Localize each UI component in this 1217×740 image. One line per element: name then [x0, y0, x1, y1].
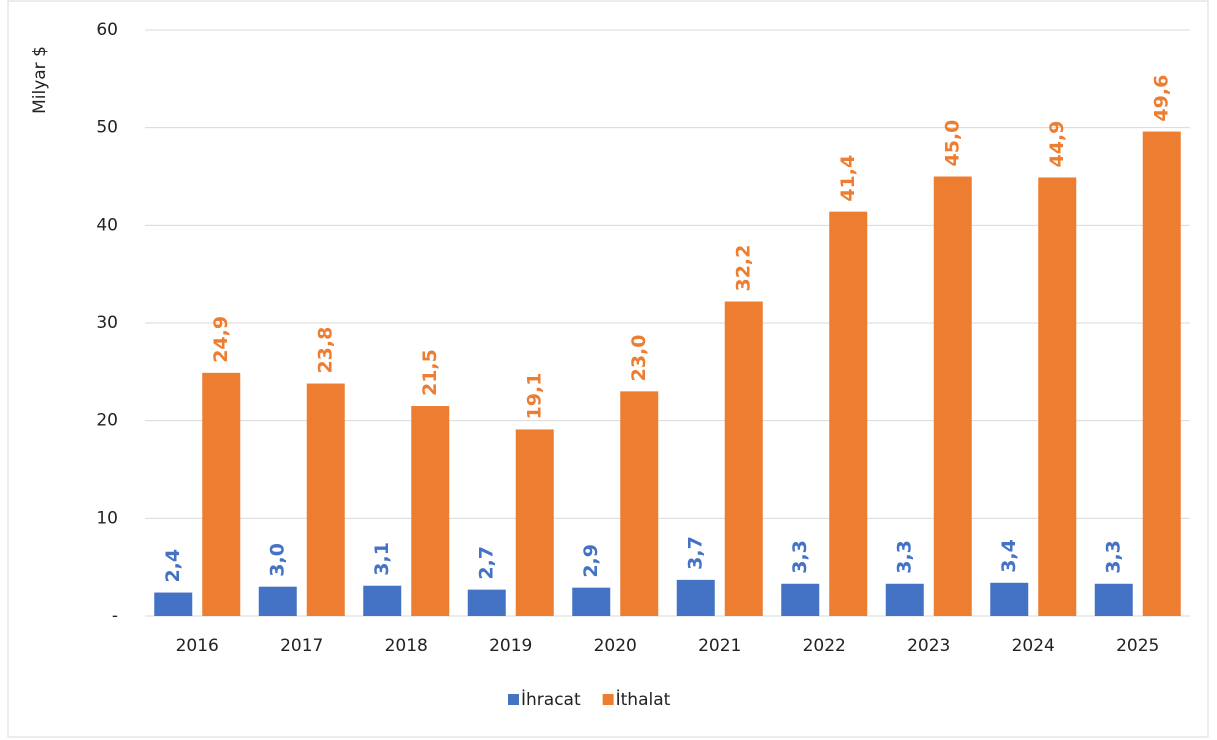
bar [572, 587, 611, 616]
bar [829, 211, 868, 616]
legend-swatch [602, 694, 614, 705]
legend-swatch [508, 694, 519, 705]
data-label: 24,9 [210, 316, 232, 363]
x-tick-label: 2023 [907, 636, 950, 656]
y-tick-label: 20 [96, 411, 118, 431]
bar [1142, 131, 1181, 616]
y-tick-label: 60 [96, 20, 118, 40]
data-label: 41,4 [837, 155, 859, 202]
y-axis-label: Milyar $ [30, 46, 50, 114]
data-label: 3,3 [893, 540, 915, 574]
data-label: 45,0 [941, 120, 963, 167]
data-label: 44,9 [1046, 121, 1068, 168]
data-label: 23,8 [314, 327, 336, 374]
data-label: 2,4 [162, 549, 184, 583]
y-tick-label: - [112, 606, 118, 626]
bar [1094, 583, 1133, 616]
x-tick-label: 2020 [594, 636, 637, 656]
data-label: 3,4 [998, 539, 1020, 573]
bar [1038, 177, 1077, 616]
bar [676, 579, 715, 616]
data-label: 3,0 [266, 543, 288, 577]
bar [258, 586, 297, 616]
bar [724, 301, 763, 616]
data-label: 2,9 [580, 544, 602, 578]
bar [411, 406, 450, 616]
bar [515, 429, 554, 616]
legend-label: İthalat [616, 689, 671, 710]
x-tick-label: 2025 [1116, 636, 1159, 656]
data-label: 2,7 [475, 546, 497, 580]
x-tick-label: 2022 [803, 636, 846, 656]
bar [933, 176, 972, 616]
x-tick-label: 2016 [176, 636, 219, 656]
y-tick-label: 10 [96, 508, 118, 528]
data-label: 3,1 [371, 542, 393, 576]
y-tick-label: 50 [96, 118, 118, 138]
bar [781, 583, 820, 616]
data-label: 23,0 [628, 334, 650, 381]
data-label: 3,3 [789, 540, 811, 574]
bar [154, 592, 193, 616]
x-tick-label: 2021 [698, 636, 741, 656]
legend-label: İhracat [521, 689, 581, 710]
x-tick-label: 2017 [280, 636, 323, 656]
x-tick-label: 2018 [385, 636, 428, 656]
y-tick-label: 30 [96, 313, 118, 333]
bar [990, 582, 1029, 616]
bar [885, 583, 924, 616]
x-tick-label: 2019 [489, 636, 532, 656]
bar [620, 391, 659, 616]
y-tick-label: 40 [96, 215, 118, 235]
data-label: 3,7 [684, 536, 706, 570]
bar [306, 383, 345, 616]
bar [363, 585, 402, 616]
bar [202, 372, 241, 616]
data-label: 32,2 [732, 245, 754, 292]
bar [467, 589, 506, 616]
data-label: 21,5 [419, 349, 441, 396]
chart-border [7, 0, 1209, 738]
data-label: 49,6 [1150, 75, 1172, 122]
x-tick-label: 2024 [1012, 636, 1055, 656]
data-label: 3,3 [1102, 540, 1124, 574]
data-label: 19,1 [523, 373, 545, 420]
